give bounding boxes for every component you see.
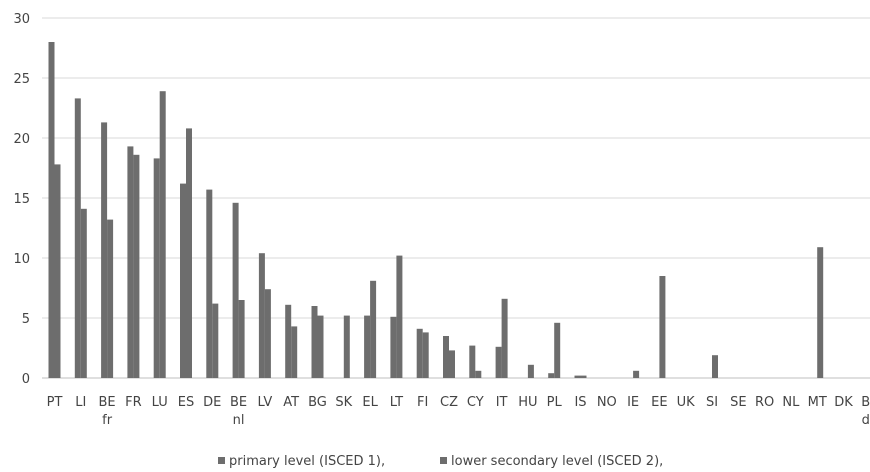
x-label-lv: LV	[258, 395, 273, 410]
x-label-at: AT	[283, 395, 299, 410]
bar-lt-series-0	[390, 316, 397, 378]
bar-cz-series-0	[443, 336, 449, 378]
bar-es-series-0	[180, 183, 186, 378]
bar-cy-series-1	[475, 370, 482, 378]
bar-is-series-0	[574, 375, 581, 378]
bar-ie-series-1	[633, 370, 640, 378]
bar-at-series-0	[285, 304, 292, 378]
y-tick-label-25: 25	[13, 72, 30, 87]
x-label-se: SE	[730, 395, 746, 410]
y-tick-label-15: 15	[13, 192, 30, 207]
x-label-uk: UK	[677, 395, 696, 410]
bar-be-nl-series-0	[232, 202, 239, 378]
bar-fi-series-0	[416, 328, 423, 378]
bar-bg-series-1	[317, 315, 324, 378]
x-label-li: LI	[75, 395, 86, 410]
x-label-el: EL	[362, 395, 378, 410]
x-label-nl: NL	[782, 395, 800, 410]
x-label-fr: FR	[125, 395, 142, 410]
bar-is-series-1	[580, 375, 587, 378]
y-tick-label-20: 20	[13, 132, 30, 147]
bar-li-series-1	[80, 208, 87, 378]
bar-si-series-1	[712, 355, 718, 378]
bar-sk-series-1	[343, 315, 350, 378]
x-label-no: NO	[597, 395, 617, 410]
bar-es-series-1	[186, 128, 192, 378]
bar-pl-series-1	[554, 322, 561, 378]
bar-pl-series-0	[548, 373, 555, 378]
x-label-ee: EE	[651, 395, 667, 410]
x-label-mt: MT	[808, 395, 827, 410]
x-label-pt: PT	[47, 395, 63, 410]
x-label-ro: RO	[755, 395, 774, 410]
x-label-pl: PL	[547, 395, 563, 410]
x-label-cy: CY	[467, 395, 484, 410]
bar-fi-series-1	[422, 332, 429, 378]
bar-de-series-0	[206, 189, 213, 378]
bar-de-series-1	[212, 303, 219, 378]
bar-mt-series-1	[817, 247, 824, 378]
y-tick-label-5: 5	[22, 312, 30, 327]
legend-label-primary: primary level (ISCED 1),	[229, 454, 385, 469]
x-label-sk: SK	[335, 395, 352, 410]
x-label-be-de: BEde	[861, 395, 870, 428]
bar-bg-series-0	[311, 306, 318, 378]
x-label-es: ES	[178, 395, 194, 410]
x-label-be-nl: BE nl	[230, 395, 247, 428]
x-label-si: SI	[706, 395, 718, 410]
bar-li-series-0	[74, 98, 81, 379]
legend-label-lower-secondary: lower secondary level (ISCED 2),	[451, 454, 663, 469]
bar-lu-series-1	[159, 91, 166, 378]
bar-lv-series-0	[258, 253, 265, 378]
x-label-is: IS	[574, 395, 586, 410]
legend-swatch-primary	[218, 457, 225, 464]
x-label-fi: FI	[417, 395, 428, 410]
bar-hu-series-1	[527, 364, 534, 378]
y-tick-label-30: 30	[13, 12, 30, 27]
gridlines	[42, 17, 870, 379]
x-label-ie: IE	[627, 395, 639, 410]
x-label-de: DE	[203, 395, 221, 410]
x-label-hu: HU	[518, 395, 537, 410]
bar-at-series-1	[291, 326, 298, 378]
x-label-it: IT	[496, 395, 508, 410]
x-label-lt: LT	[390, 395, 403, 410]
y-tick-label-10: 10	[13, 252, 30, 267]
bar-it-series-1	[501, 298, 508, 378]
legend-swatch-lower-secondary	[440, 457, 447, 464]
x-label-lu: LU	[152, 395, 168, 410]
bar-el-series-1	[370, 280, 377, 378]
x-label-bg: BG	[308, 395, 327, 410]
bar-fr-series-1	[133, 154, 140, 378]
bar-lt-series-1	[396, 255, 403, 378]
legend: primary level (ISCED 1), lower secondary…	[218, 454, 663, 469]
bar-ee-series-1	[659, 276, 666, 378]
x-label-cz: CZ	[440, 395, 458, 410]
bar-it-series-0	[495, 346, 502, 378]
bars	[48, 42, 824, 379]
bar-pt-series-0	[48, 42, 55, 378]
y-tick-label-0: 0	[22, 372, 30, 387]
bar-lv-series-1	[264, 289, 271, 378]
bar-el-series-0	[364, 315, 371, 378]
bar-be-nl-series-1	[238, 300, 245, 378]
bar-pt-series-1	[54, 164, 61, 378]
x-label-dk: DK	[834, 395, 853, 410]
bar-be-fr-series-0	[101, 122, 108, 379]
x-label-be-fr: BE fr	[99, 395, 116, 428]
x-axis-category-labels: PT LI BE fr FR LU ES DE BE nl LV AT BG SK EL LT FI CZ CY IT…	[47, 395, 870, 428]
bar-cz-series-1	[449, 350, 455, 378]
y-axis-tick-labels: 0 5 10 15 20 25 30	[13, 12, 30, 387]
bar-cy-series-0	[469, 345, 476, 378]
bar-lu-series-0	[153, 158, 160, 378]
bar-be-fr-series-1	[107, 219, 114, 378]
bar-fr-series-0	[127, 146, 134, 378]
